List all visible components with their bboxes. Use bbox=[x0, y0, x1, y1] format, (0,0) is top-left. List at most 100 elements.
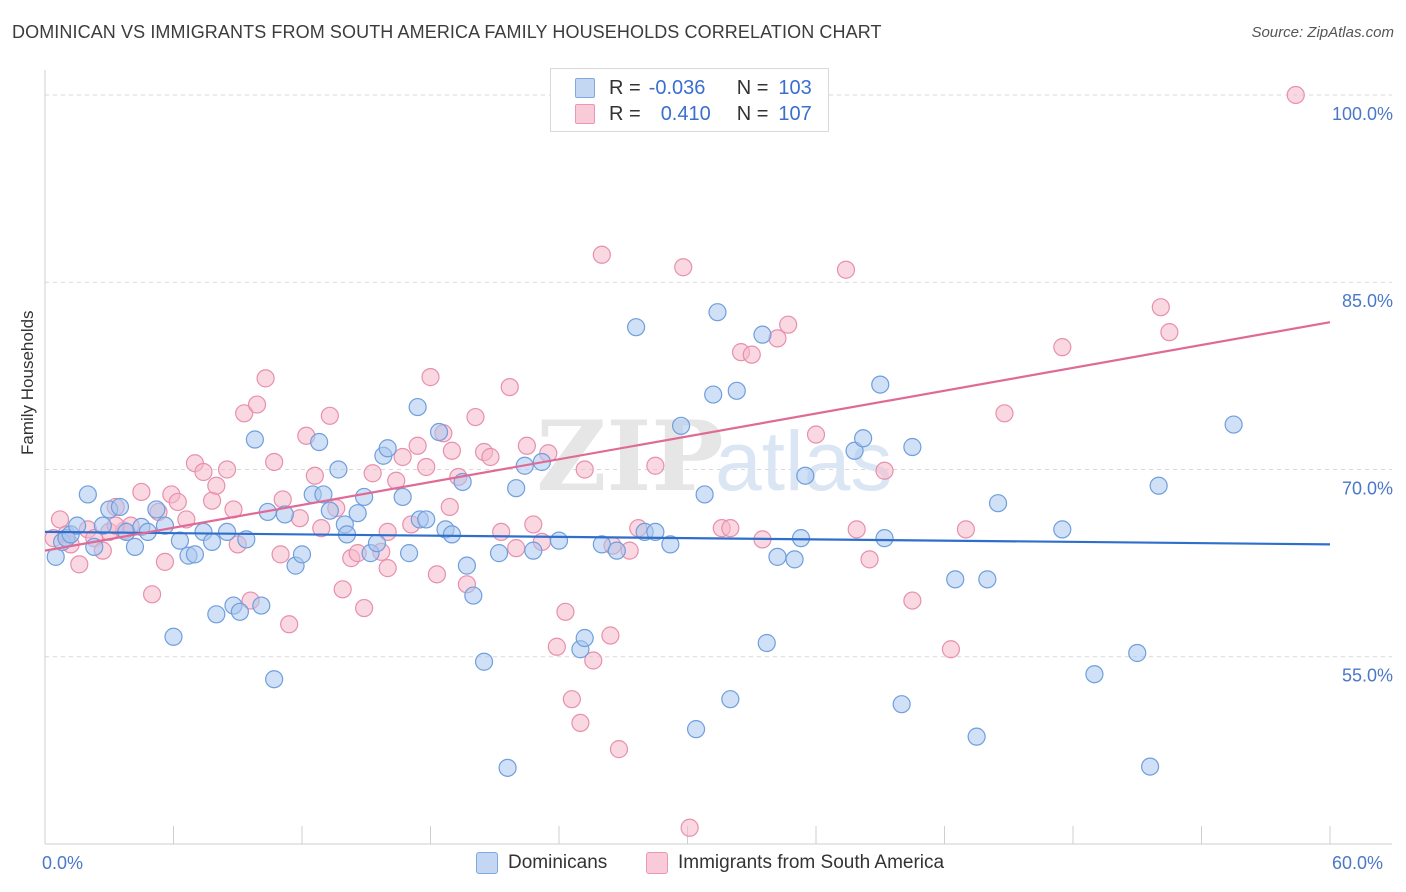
point-dominicans bbox=[417, 510, 436, 529]
point-immigrants bbox=[393, 447, 412, 467]
point-immigrants bbox=[235, 404, 254, 423]
y-tick-label: 70.0% bbox=[1342, 478, 1393, 498]
point-immigrants bbox=[442, 441, 462, 460]
correlation-legend: R = -0.036 N = 103 R = 0.410 N = 107 bbox=[550, 68, 829, 132]
point-immigrants bbox=[847, 520, 866, 539]
point-dominicans bbox=[170, 531, 190, 550]
point-dominicans bbox=[367, 534, 387, 553]
point-dominicans bbox=[355, 487, 374, 507]
point-immigrants bbox=[500, 377, 519, 397]
point-immigrants bbox=[1151, 298, 1170, 317]
legend-n-label: N = bbox=[736, 76, 769, 99]
point-immigrants bbox=[207, 476, 226, 495]
point-immigrants bbox=[333, 580, 352, 599]
point-dominicans bbox=[185, 545, 205, 564]
point-immigrants bbox=[202, 491, 222, 510]
point-immigrants bbox=[941, 640, 961, 659]
point-dominicans bbox=[507, 479, 526, 498]
point-immigrants bbox=[742, 345, 761, 364]
point-dominicans bbox=[1128, 643, 1147, 663]
legend-r-value: -0.036 bbox=[648, 76, 706, 99]
point-dominicans bbox=[320, 501, 339, 520]
point-dominicans bbox=[875, 529, 894, 548]
point-immigrants bbox=[547, 637, 566, 656]
point-immigrants bbox=[466, 407, 485, 427]
gridlines bbox=[45, 94, 1392, 658]
point-immigrants bbox=[903, 591, 922, 610]
point-immigrants bbox=[427, 565, 447, 584]
point-dominicans bbox=[147, 500, 166, 519]
legend-swatch-pink bbox=[575, 104, 595, 124]
legend-swatch-blue bbox=[476, 852, 498, 874]
axes bbox=[44, 70, 1392, 845]
point-immigrants bbox=[155, 552, 175, 571]
point-immigrants bbox=[481, 447, 500, 467]
point-dominicans bbox=[671, 416, 691, 435]
point-dominicans bbox=[125, 537, 145, 556]
x-tick-min: 0.0% bbox=[42, 853, 84, 873]
y-tick-label: 85.0% bbox=[1342, 291, 1393, 311]
legend-n-label: N = bbox=[736, 102, 769, 125]
point-immigrants bbox=[363, 464, 382, 483]
point-immigrants bbox=[256, 369, 275, 388]
point-immigrants bbox=[571, 713, 590, 733]
point-dominicans bbox=[489, 544, 509, 563]
point-immigrants bbox=[1053, 338, 1072, 357]
point-dominicans bbox=[78, 485, 97, 504]
point-dominicans bbox=[686, 720, 706, 739]
legend-n-value: 103 bbox=[778, 76, 812, 99]
point-immigrants bbox=[421, 368, 440, 387]
point-dominicans bbox=[93, 516, 112, 535]
point-dominicans bbox=[757, 633, 776, 653]
legend-swatch-blue bbox=[575, 78, 595, 98]
watermark-zip: ZIP bbox=[536, 400, 723, 513]
point-immigrants bbox=[956, 520, 976, 539]
point-immigrants bbox=[556, 602, 575, 621]
point-dominicans bbox=[845, 441, 864, 460]
legend-swatch-pink bbox=[646, 852, 668, 874]
point-immigrants bbox=[290, 509, 309, 528]
point-dominicans bbox=[721, 690, 740, 709]
point-dominicans bbox=[164, 627, 183, 646]
point-immigrants bbox=[524, 515, 543, 534]
point-dominicans bbox=[110, 497, 130, 517]
series-dominicans-points bbox=[46, 303, 1243, 777]
point-immigrants bbox=[609, 740, 629, 759]
trend-lines bbox=[44, 321, 1331, 552]
point-dominicans bbox=[903, 437, 922, 457]
point-dominicans bbox=[796, 466, 815, 485]
point-immigrants bbox=[995, 404, 1014, 423]
point-dominicans bbox=[155, 516, 175, 535]
point-immigrants bbox=[492, 522, 511, 542]
point-dominicans bbox=[408, 397, 427, 417]
point-dominicans bbox=[442, 525, 462, 544]
point-immigrants bbox=[50, 510, 70, 529]
point-dominicans bbox=[575, 628, 594, 648]
y-tick-label: 100.0% bbox=[1332, 104, 1393, 124]
trend-line-dominicans bbox=[44, 530, 1331, 546]
point-dominicans bbox=[1085, 665, 1104, 684]
point-immigrants bbox=[142, 585, 162, 604]
point-immigrants bbox=[1286, 85, 1305, 105]
point-dominicans bbox=[348, 504, 367, 523]
point-immigrants bbox=[273, 490, 292, 509]
point-dominicans bbox=[464, 586, 483, 605]
point-immigrants bbox=[320, 406, 339, 425]
point-immigrants bbox=[132, 482, 151, 502]
point-immigrants bbox=[836, 260, 856, 279]
point-dominicans bbox=[1053, 520, 1072, 539]
watermark: ZIP atlas bbox=[536, 400, 892, 513]
point-dominicans bbox=[474, 652, 494, 671]
point-immigrants bbox=[1160, 323, 1179, 342]
point-dominicans bbox=[607, 541, 626, 560]
point-immigrants bbox=[507, 539, 526, 558]
legend-row-immigrants: R = 0.410 N = 107 bbox=[575, 102, 812, 126]
point-dominicans bbox=[988, 494, 1008, 513]
point-dominicans bbox=[854, 429, 873, 448]
point-immigrants bbox=[680, 818, 699, 837]
point-immigrants bbox=[194, 462, 213, 482]
legend-label-immigrants: Immigrants from South America bbox=[678, 852, 945, 873]
legend-row-dominicans: R = -0.036 N = 103 bbox=[575, 76, 812, 100]
point-dominicans bbox=[245, 430, 264, 449]
